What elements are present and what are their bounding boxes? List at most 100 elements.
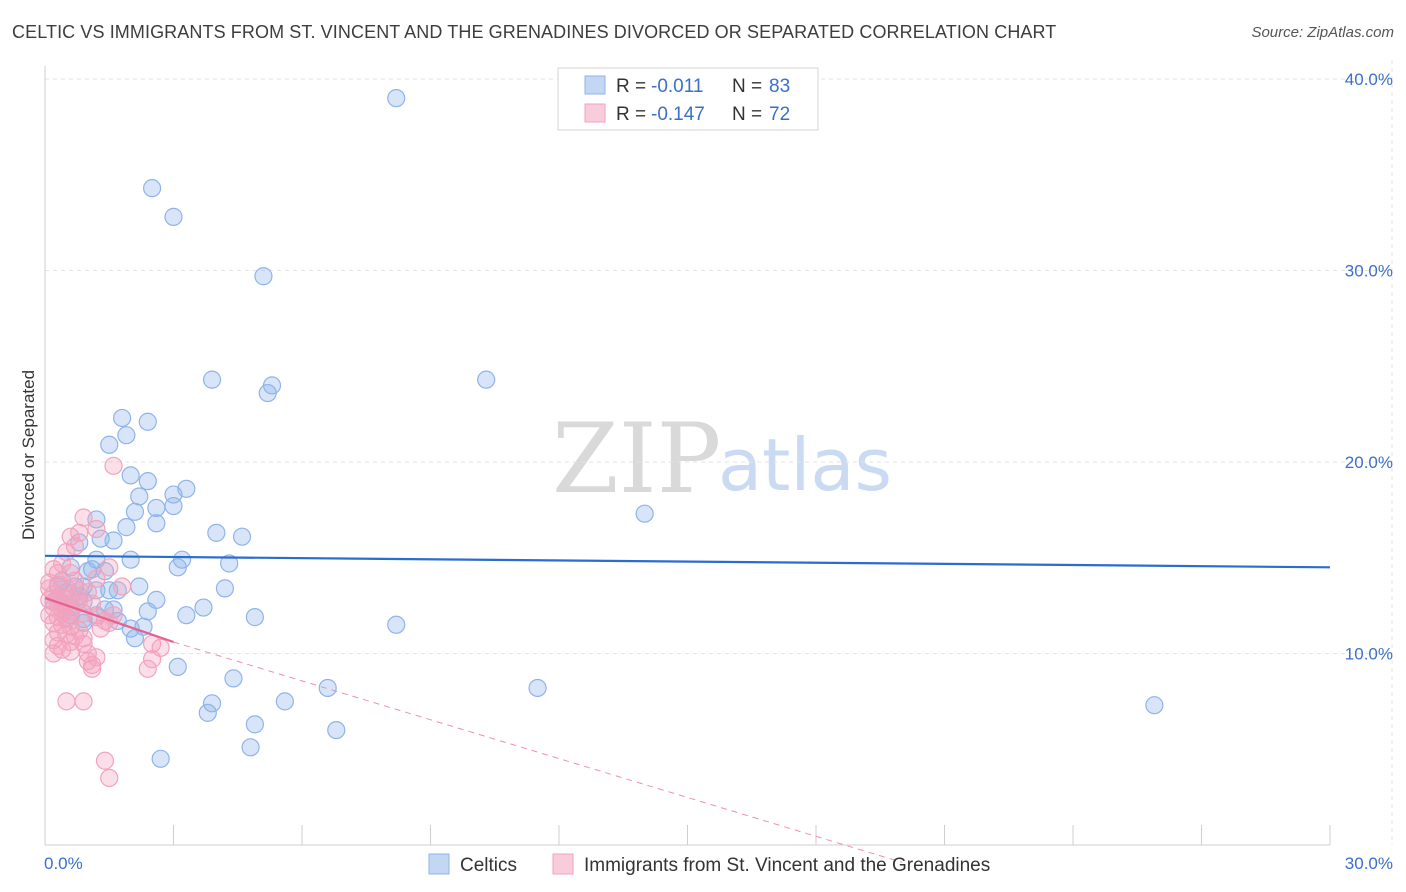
celtics-point	[327, 720, 346, 740]
legend-swatch-immigrants	[584, 103, 606, 123]
celtics-point	[142, 179, 162, 198]
celtics-point	[254, 267, 273, 286]
immigrants-point	[57, 692, 76, 711]
celtics-point	[232, 527, 252, 546]
celtics-point	[164, 496, 183, 516]
celtics-point	[168, 657, 187, 677]
celtics-point	[220, 554, 239, 573]
celtics-point	[387, 615, 406, 634]
legend-n-label-1: N =	[732, 76, 762, 97]
celtics-point	[100, 435, 119, 454]
y-axis-title: Divorced or Separated	[19, 370, 38, 540]
celtics-point	[198, 703, 217, 722]
celtics-point	[164, 207, 183, 226]
celtics-point	[104, 531, 123, 550]
x-tick-label-1: 30.0%	[1345, 854, 1393, 873]
immigrants-point	[74, 692, 93, 711]
bottom-legend: Celtics Immigrants from St. Vincent and …	[428, 853, 990, 876]
celtics-point	[202, 694, 222, 713]
celtics-point	[1145, 696, 1164, 715]
bottom-legend-swatch-celtics	[428, 853, 450, 875]
celtics-point	[121, 619, 140, 638]
immigrants-point	[83, 659, 102, 678]
legend-r-value-1: -0.011	[651, 76, 703, 97]
celtics-point	[147, 514, 166, 533]
celtics-point	[117, 518, 136, 537]
celtics-point	[151, 749, 170, 768]
watermark-atlas: atlas	[718, 423, 892, 507]
immigrants-point	[70, 590, 89, 609]
legend-r-label-1: R =	[616, 76, 646, 97]
celtics-point	[121, 550, 140, 569]
celtics-point	[528, 678, 547, 698]
immigrants-point	[44, 644, 63, 663]
immigrants-points	[40, 456, 170, 788]
trend-extension	[173, 641, 902, 863]
celtics-point	[387, 89, 406, 108]
immigrants-point	[87, 519, 106, 539]
celtics-point	[477, 370, 496, 389]
celtics-point	[125, 502, 145, 521]
legend-r-value-2: -0.147	[651, 104, 705, 125]
legend: R = -0.011 N = 83 R = -0.147 N = 72	[557, 67, 819, 131]
celtics-point	[635, 504, 654, 523]
celtics-point	[117, 426, 136, 445]
immigrants-point	[53, 604, 72, 623]
legend-r-label-2: R =	[616, 104, 646, 125]
immigrants-point	[104, 456, 123, 475]
celtics-point	[262, 376, 282, 395]
immigrants-point	[142, 650, 162, 669]
immigrants-point	[61, 642, 80, 661]
immigrants-point	[100, 558, 119, 577]
celtics-point	[147, 498, 166, 518]
axes: 10.0% 20.0% 30.0% 40.0% 0.0% 30.0%	[44, 66, 1393, 873]
bottom-legend-immigrants: Immigrants from St. Vincent and the Gren…	[584, 855, 990, 876]
celtics-point	[202, 370, 222, 389]
celtics-point	[112, 408, 132, 428]
y-tick-label-2: 30.0%	[1345, 262, 1393, 281]
immigrants-point	[65, 571, 85, 590]
celtics-point	[138, 472, 157, 491]
y-tick-label-3: 40.0%	[1345, 70, 1393, 89]
legend-n-label-2: N =	[732, 104, 762, 125]
celtics-point	[177, 606, 196, 625]
source-label: Source: ZipAtlas.com	[1251, 24, 1394, 41]
immigrants-point	[87, 569, 106, 588]
celtics-point	[130, 487, 149, 506]
celtics-point	[224, 669, 243, 688]
x-tick-label-0: 0.0%	[44, 854, 83, 873]
celtics-point	[177, 479, 196, 498]
immigrants-point	[40, 579, 59, 598]
immigrants-trend-extension	[173, 641, 902, 863]
celtics-point	[241, 738, 260, 757]
immigrants-point	[100, 768, 119, 788]
bottom-legend-celtics: Celtics	[460, 855, 517, 876]
y-tick-label-0: 10.0%	[1345, 645, 1393, 664]
celtics-point	[168, 558, 187, 577]
celtics-point	[215, 579, 234, 598]
legend-n-value-1: 83	[769, 76, 790, 97]
celtics-point	[275, 692, 294, 711]
celtics-point	[138, 412, 157, 431]
celtics-point	[121, 466, 140, 485]
immigrants-point	[95, 751, 115, 770]
watermark-zip: ZIP	[552, 403, 721, 515]
celtics-point	[245, 715, 264, 734]
celtics-point	[125, 629, 145, 648]
celtics-point	[138, 602, 157, 621]
trend-lines	[44, 554, 1331, 644]
y-tick-label-1: 20.0%	[1345, 453, 1393, 472]
immigrants-point	[112, 577, 132, 596]
immigrants-trend-line	[44, 596, 174, 644]
celtics-point	[194, 598, 213, 617]
legend-swatch-celtics	[584, 75, 606, 95]
immigrants-point	[70, 523, 89, 542]
celtics-trend-line	[44, 554, 1331, 569]
chart-title: CELTIC VS IMMIGRANTS FROM ST. VINCENT AN…	[12, 22, 1057, 42]
immigrants-point	[91, 619, 110, 638]
celtics-point	[245, 608, 264, 627]
celtics-point	[130, 577, 149, 596]
immigrants-point	[138, 659, 157, 678]
legend-n-value-2: 72	[769, 104, 790, 125]
